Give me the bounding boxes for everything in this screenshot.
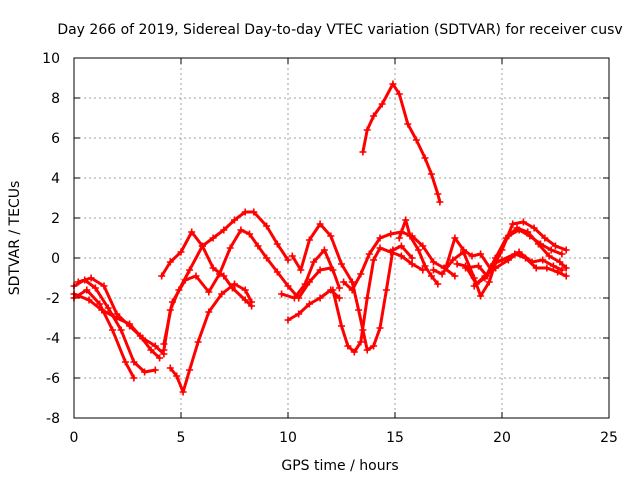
series-trace-sat-d: [72, 292, 162, 360]
plot-frame: [73, 57, 610, 419]
y-tick-label: 6: [51, 131, 60, 147]
y-tick-label: 2: [51, 211, 60, 227]
x-tick-label: 0: [70, 430, 79, 446]
y-tick-label: 8: [51, 91, 60, 107]
series-markers-sat-h: [160, 226, 335, 348]
series-markers-sat-d: [70, 290, 164, 362]
series-trace-sat-e: [168, 282, 254, 394]
series-markers-sat-o: [395, 216, 442, 288]
y-axis-label: SDTVAR / TECUs: [7, 181, 23, 296]
y-tick-label: -8: [46, 411, 60, 427]
x-tick-label: 15: [386, 430, 404, 446]
data-traces: [70, 80, 570, 396]
series-trace-sat-b: [72, 288, 136, 380]
axis-ticks: 0 5 10 15 20 25 -8 -6 -4 -2 0 2 4 6 8 10: [42, 51, 618, 446]
series-markers-sat-e: [166, 280, 256, 396]
series-trace-sat-c: [76, 276, 166, 356]
x-tick-label: 10: [279, 430, 297, 446]
series-trace-sat-a: [72, 278, 157, 374]
series-markers-sat-l: [329, 244, 427, 356]
x-axis-label: GPS time / hours: [281, 458, 398, 474]
series-trace-sat-n: [361, 82, 442, 204]
y-tick-label: -4: [46, 331, 60, 347]
y-tick-label: 10: [42, 51, 60, 67]
grid-lines: [74, 58, 609, 418]
series-markers-sat-i: [278, 246, 343, 302]
x-tick-label: 5: [177, 430, 186, 446]
series-trace-sat-m: [342, 230, 457, 292]
series-trace-sat-l: [331, 246, 425, 354]
series-markers-sat-t: [470, 248, 566, 290]
series-trace-sat-g: [160, 230, 254, 308]
series-trace-sat-r: [455, 226, 568, 286]
chart-title: Day 266 of 2019, Sidereal Day-to-day VTE…: [57, 22, 622, 38]
x-tick-label: 20: [493, 430, 511, 446]
series-trace-sat-k: [290, 222, 414, 352]
series-markers-sat-g: [158, 228, 256, 310]
series-markers-sat-n: [359, 80, 444, 206]
y-tick-label: -6: [46, 371, 60, 387]
y-tick-label: 4: [51, 171, 60, 187]
y-tick-label: -2: [46, 291, 60, 307]
y-tick-label: 0: [51, 251, 60, 267]
x-tick-label: 25: [600, 430, 618, 446]
